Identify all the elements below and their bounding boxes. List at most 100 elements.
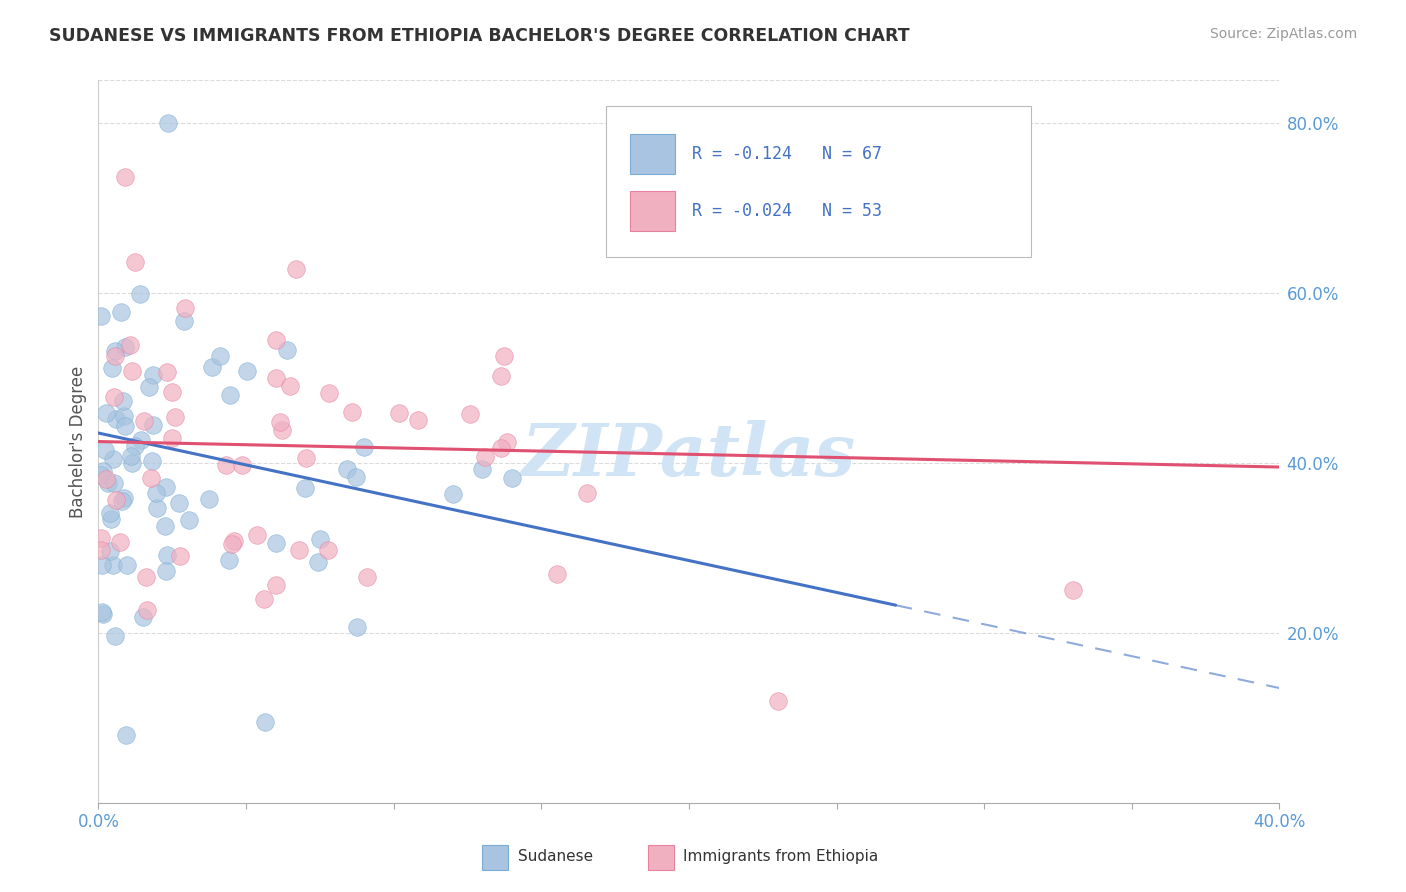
Point [141,453,163,467]
Point [124,439,146,453]
Point [388,406,411,420]
Point [160,431,183,445]
Point [142,368,165,383]
Point [138,380,160,394]
Point [104,344,127,359]
Point [129,286,152,301]
FancyBboxPatch shape [630,191,675,230]
Point [285,261,308,276]
Point [294,481,316,495]
Point [271,423,294,437]
Point [474,450,496,465]
Point [276,343,298,358]
Point [221,537,243,551]
Point [264,333,287,347]
Point [90,531,112,545]
Point [491,369,513,384]
Point [93,464,115,478]
Point [264,578,287,592]
Point [90,543,112,558]
Point [101,361,124,376]
Point [141,471,163,485]
Point [163,409,186,424]
Point [136,603,159,617]
Text: Sudanese: Sudanese [517,849,593,864]
Point [246,528,269,542]
Point [153,518,176,533]
FancyBboxPatch shape [606,105,1032,257]
Point [124,254,146,268]
Point [156,365,179,379]
Point [94,406,117,420]
Point [201,359,224,374]
Point [546,567,568,582]
Y-axis label: Bachelor's Degree: Bachelor's Degree [69,366,87,517]
Point [90,310,112,324]
Point [855,141,877,155]
Point [135,570,157,584]
Point [496,434,519,449]
Point [111,494,134,508]
Point [120,449,142,463]
Text: R = -0.024   N = 53: R = -0.024 N = 53 [693,202,883,220]
Point [318,385,340,400]
Point [179,513,201,527]
Text: Source: ZipAtlas.com: Source: ZipAtlas.com [1209,27,1357,41]
Point [142,417,165,432]
Point [173,314,195,328]
Point [104,350,127,364]
Point [309,532,332,546]
Point [167,496,190,510]
Point [103,475,125,490]
Point [90,558,112,573]
Point [117,558,139,572]
Point [103,451,125,466]
Point [269,415,291,429]
Point [406,412,429,426]
Point [103,558,125,573]
Point [146,500,169,515]
Point [492,349,515,363]
Point [224,534,246,549]
Point [98,544,121,558]
Text: Immigrants from Ethiopia: Immigrants from Ethiopia [683,849,879,864]
Text: R = -0.124   N = 67: R = -0.124 N = 67 [693,145,883,163]
Point [264,535,287,549]
Point [90,605,112,619]
Point [132,413,155,427]
FancyBboxPatch shape [630,135,675,174]
Point [264,371,287,385]
Point [458,407,481,421]
Point [112,409,135,424]
Point [316,542,339,557]
Point [94,442,117,457]
Point [118,337,141,351]
Point [209,350,232,364]
Point [218,553,240,567]
Point [278,379,301,393]
Point [252,591,274,606]
Point [115,728,138,742]
Point [336,462,359,476]
FancyBboxPatch shape [648,845,673,870]
Point [155,480,177,494]
Point [103,391,125,405]
Point [356,570,378,584]
Point [129,433,152,447]
Point [491,441,513,455]
Point [90,468,112,483]
Point [346,620,368,634]
Point [111,393,134,408]
Point [121,456,143,470]
Point [110,305,132,319]
Point [344,470,367,484]
Point [91,607,114,621]
Point [197,491,219,506]
Point [114,418,136,433]
Point [169,549,191,563]
Point [100,511,122,525]
Point [104,493,127,508]
Point [94,473,117,487]
Point [1062,583,1084,598]
Point [501,471,523,485]
